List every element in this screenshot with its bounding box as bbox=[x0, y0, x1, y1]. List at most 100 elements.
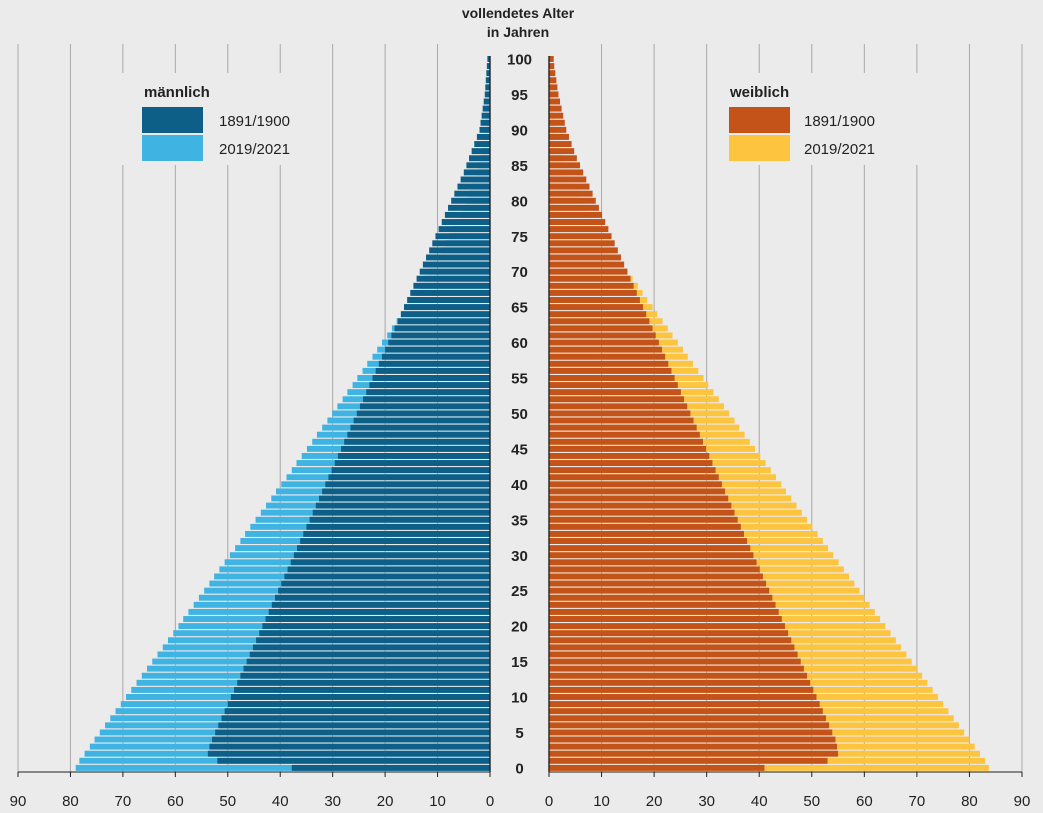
bar-male-1891-1900-age-59 bbox=[385, 346, 490, 353]
legend-male-swatch-1891 bbox=[142, 107, 203, 133]
bar-female-1891-1900-age-95 bbox=[549, 91, 559, 98]
age-label-5: 5 bbox=[515, 725, 523, 742]
bar-male-1891-1900-age-20 bbox=[262, 623, 490, 630]
bar-male-1891-1900-age-22 bbox=[268, 608, 490, 615]
bar-male-1891-1900-age-92 bbox=[481, 112, 490, 119]
bar-female-1891-1900-age-86 bbox=[549, 155, 577, 162]
bar-female-1891-1900-age-12 bbox=[549, 679, 811, 686]
bar-male-1891-1900-age-88 bbox=[474, 141, 490, 148]
bar-female-1891-1900-age-65 bbox=[549, 304, 644, 311]
bar-female-1891-1900-age-75 bbox=[549, 233, 612, 240]
bar-female-1891-1900-age-46 bbox=[549, 438, 703, 445]
bar-female-1891-1900-age-29 bbox=[549, 559, 757, 566]
bar-male-1891-1900-age-50 bbox=[356, 410, 490, 417]
legend-female-title: weiblich bbox=[729, 84, 789, 101]
bar-female-1891-1900-age-17 bbox=[549, 644, 795, 651]
bar-male-1891-1900-age-34 bbox=[306, 523, 490, 530]
bar-male-1891-1900-age-67 bbox=[410, 289, 490, 296]
bar-female-1891-1900-age-69 bbox=[549, 275, 631, 282]
bar-female-1891-1900-age-59 bbox=[549, 346, 662, 353]
bar-male-1891-1900-age-18 bbox=[256, 637, 490, 644]
bar-male-1891-1900-age-85 bbox=[466, 162, 490, 169]
bar-female-1891-1900-age-60 bbox=[549, 339, 659, 346]
tick-label-female-20: 20 bbox=[646, 793, 663, 810]
bar-male-1891-1900-age-30 bbox=[293, 552, 490, 559]
age-label-100: 100 bbox=[507, 52, 532, 69]
bar-male-1891-1900-age-55 bbox=[372, 375, 490, 381]
bar-male-1891-1900-age-14 bbox=[243, 665, 490, 672]
bar-male-1891-1900-age-25 bbox=[278, 587, 490, 594]
bar-male-1891-1900-age-90 bbox=[479, 126, 490, 133]
gridlines bbox=[17, 44, 1023, 772]
bar-male-1891-1900-age-12 bbox=[237, 679, 490, 686]
bar-male-1891-1900-age-31 bbox=[297, 545, 490, 552]
bar-male-1891-1900-age-9 bbox=[227, 701, 490, 708]
bar-female-1891-1900-age-38 bbox=[549, 495, 729, 502]
bar-male-1891-1900-age-97 bbox=[485, 77, 490, 84]
bar-female-1891-1900-age-15 bbox=[549, 658, 801, 665]
bar-male-1891-1900-age-76 bbox=[438, 226, 490, 233]
legend-female: weiblich 1891/1900 2019/2021 bbox=[718, 73, 918, 165]
tick-label-male-90: 90 bbox=[10, 793, 27, 810]
bar-male-1891-1900-age-58 bbox=[381, 353, 490, 360]
bar-female-1891-1900-age-57 bbox=[549, 360, 669, 367]
bar-male-1891-1900-age-42 bbox=[331, 467, 490, 474]
bar-female-1891-1900-age-96 bbox=[549, 84, 558, 91]
bar-male-1891-1900-age-57 bbox=[378, 360, 490, 367]
tick-label-male-0: 0 bbox=[486, 793, 494, 810]
bar-male-1891-1900-age-82 bbox=[457, 183, 490, 190]
bar-female-1891-1900-age-9 bbox=[549, 701, 820, 708]
legend-female-label-2019: 2019/2021 bbox=[804, 141, 875, 158]
bar-female-1891-1900-age-16 bbox=[549, 651, 798, 658]
bar-male-1891-1900-age-0 bbox=[291, 764, 490, 771]
bar-male-1891-1900-age-23 bbox=[271, 601, 490, 608]
tick-label-female-60: 60 bbox=[856, 793, 873, 810]
legend-male-label-2019: 2019/2021 bbox=[219, 141, 290, 158]
bar-female-1891-1900-age-56 bbox=[549, 367, 672, 374]
bar-male-1891-1900-age-2 bbox=[207, 750, 490, 757]
bar-female-1891-1900-age-3 bbox=[549, 743, 837, 750]
bar-female-1891-1900-age-0 bbox=[549, 764, 765, 771]
bar-female-1891-1900-age-67 bbox=[549, 289, 637, 296]
legend-female-swatch-2019 bbox=[729, 135, 790, 161]
bar-female-1891-1900-age-31 bbox=[549, 545, 751, 552]
bar-female-1891-1900-age-98 bbox=[549, 70, 556, 77]
bar-male-1891-1900-age-64 bbox=[400, 311, 490, 318]
bar-male-1891-1900-age-81 bbox=[454, 190, 490, 197]
age-label-10: 10 bbox=[511, 690, 528, 707]
tick-label-female-10: 10 bbox=[593, 793, 610, 810]
bar-female-1891-1900-age-78 bbox=[549, 211, 603, 218]
chart-title-line-2: in Jahren bbox=[487, 24, 549, 40]
bar-male-1891-1900-age-38 bbox=[319, 495, 490, 502]
bar-male-1891-1900-age-61 bbox=[391, 332, 490, 339]
bar-female-1891-1900-age-1 bbox=[549, 757, 828, 764]
bar-female-1891-1900-age-49 bbox=[549, 417, 694, 424]
bar-female-1891-1900-age-13 bbox=[549, 672, 808, 679]
bar-female-1891-1900-age-48 bbox=[549, 424, 697, 431]
bar-female-1891-1900-age-51 bbox=[549, 403, 688, 410]
bar-female-1891-1900-age-68 bbox=[549, 282, 634, 289]
bar-female-1891-1900-age-83 bbox=[549, 176, 587, 183]
age-label-45: 45 bbox=[511, 441, 528, 458]
bar-male-1891-1900-age-48 bbox=[350, 424, 490, 431]
bar-male-1891-1900-age-69 bbox=[416, 275, 490, 282]
bar-male-1891-1900-age-98 bbox=[486, 70, 490, 77]
bar-male-1891-1900-age-100 bbox=[487, 56, 490, 62]
bar-female-1891-1900-age-5 bbox=[549, 729, 833, 736]
bar-female-1891-1900-age-6 bbox=[549, 722, 830, 729]
bar-female-1891-1900-age-24 bbox=[549, 594, 773, 601]
bar-male-1891-1900-age-75 bbox=[435, 233, 490, 240]
bar-male-1891-1900-age-70 bbox=[419, 268, 490, 275]
bar-male-1891-1900-age-26 bbox=[281, 580, 490, 587]
bar-male-1891-1900-age-73 bbox=[429, 247, 490, 254]
age-label-25: 25 bbox=[511, 583, 528, 600]
bar-female-1891-1900-age-76 bbox=[549, 226, 609, 233]
bar-female-1891-1900-age-22 bbox=[549, 608, 779, 615]
bar-male-1891-1900-age-89 bbox=[476, 133, 490, 140]
bar-female-1891-1900-age-64 bbox=[549, 311, 647, 318]
bar-female-1891-1900-age-92 bbox=[549, 112, 564, 119]
bar-female-1891-1900-age-81 bbox=[549, 190, 593, 197]
age-label-70: 70 bbox=[511, 264, 528, 281]
bar-female-1891-1900-age-80 bbox=[549, 197, 596, 204]
bar-male-1891-1900-age-52 bbox=[363, 396, 490, 403]
